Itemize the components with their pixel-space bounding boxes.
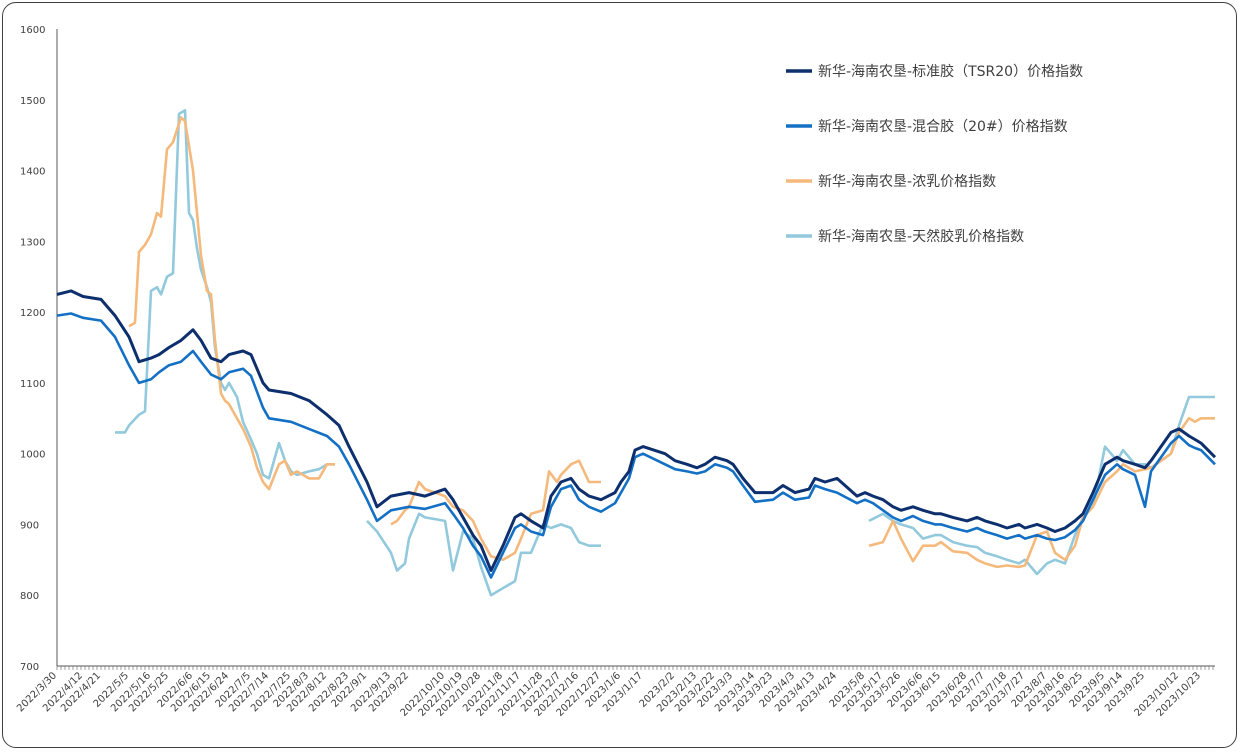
- series-4-line: [115, 109, 335, 480]
- series-3-line: [868, 416, 1215, 569]
- y-tick-label: 1500: [20, 96, 45, 107]
- series-2: [56, 312, 1216, 579]
- y-tick-label: 1100: [20, 379, 45, 390]
- series-3: [128, 116, 1215, 569]
- y-axis: 700 800 900 1000 1100 1200 1300 1400 1500 1600: [20, 25, 58, 673]
- legend: 新华-海南农垦-标准胶（TSR20）价格指数新华-海南农垦-混合胶（20#）价格…: [786, 63, 1083, 245]
- series-1: [56, 289, 1217, 572]
- legend-label: 新华-海南农垦-天然胶乳价格指数: [818, 228, 1024, 245]
- series-2-line: [56, 312, 1216, 579]
- series-1-line: [56, 289, 1217, 572]
- series-3-line: [390, 459, 601, 562]
- legend-label: 新华-海南农垦-标准胶（TSR20）价格指数: [818, 63, 1083, 80]
- series-layer: [56, 109, 1217, 597]
- y-tick-label: 1600: [20, 25, 45, 36]
- y-tick-label: 1000: [20, 450, 45, 461]
- x-axis: 2022/3/302022/4/122022/4/212022/5/52022/…: [15, 665, 1215, 719]
- series-4: [115, 109, 1215, 597]
- legend-label: 新华-海南农垦-混合胶（20#）价格指数: [818, 118, 1068, 135]
- y-tick-label: 800: [20, 591, 39, 602]
- series-3-line: [128, 116, 335, 491]
- y-tick-label: 900: [20, 520, 39, 531]
- legend-label: 新华-海南农垦-浓乳价格指数: [818, 174, 996, 190]
- y-tick-label: 700: [20, 662, 39, 673]
- y-tick-label: 1200: [20, 308, 45, 319]
- series-4-line: [366, 512, 601, 597]
- y-tick-label: 1300: [20, 237, 45, 248]
- y-tick-label: 1400: [20, 167, 45, 178]
